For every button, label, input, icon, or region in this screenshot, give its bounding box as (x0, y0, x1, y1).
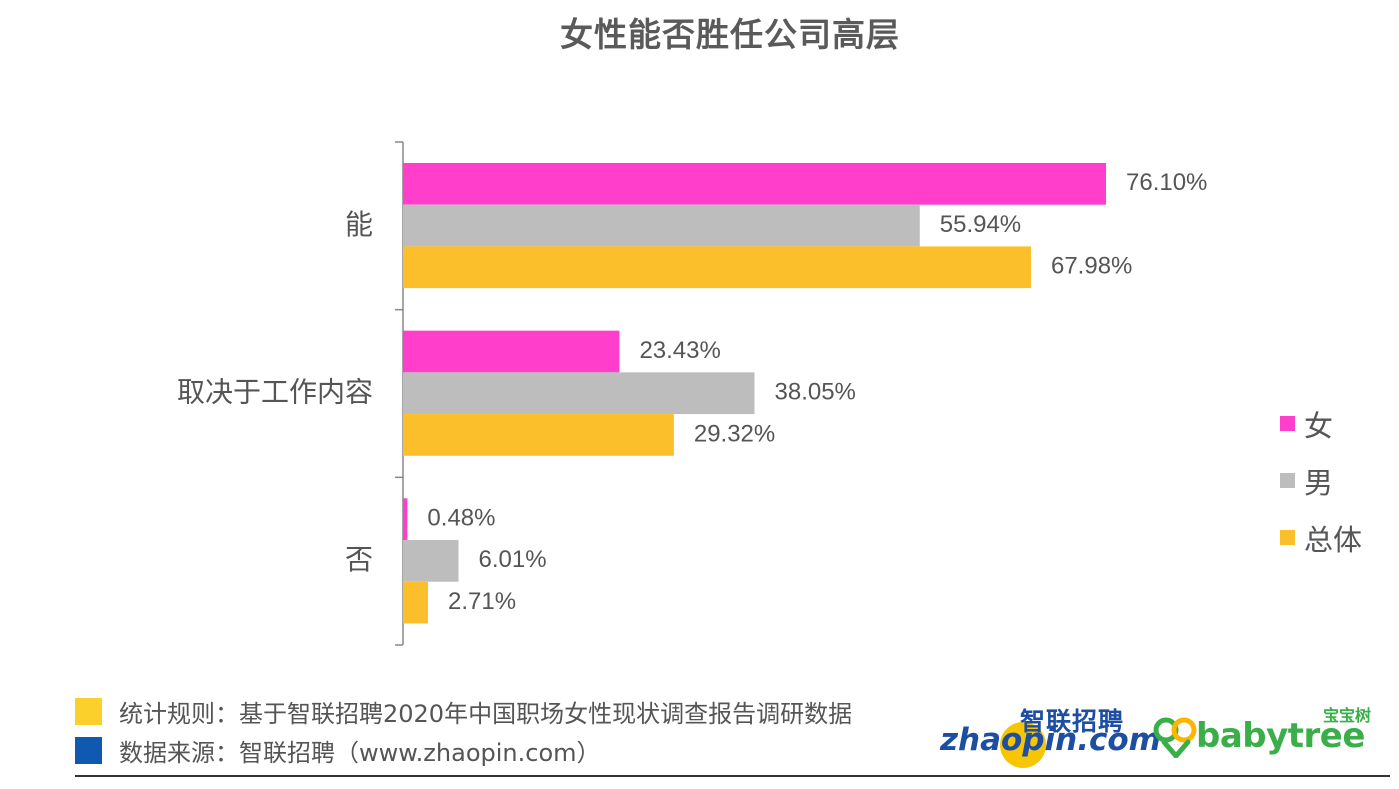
bar (403, 163, 1106, 205)
bar (403, 204, 920, 247)
babytree-logo-en: babytree (1196, 716, 1365, 756)
footnote-source: 数据来源：智联招聘（www.zhaopin.com） (75, 731, 852, 770)
legend-swatch-female (1280, 416, 1295, 431)
legend-item-overall: 总体 (1280, 509, 1362, 566)
footnote-swatch-rule (75, 698, 102, 725)
category-label: 取决于工作内容 (177, 376, 373, 409)
zhaopin-logo-cn: 智联招聘 (1020, 707, 1125, 736)
bar (403, 498, 408, 541)
bar (403, 372, 755, 415)
zhaopin-logo-en: zhaopin.com (940, 722, 1161, 758)
category-label: 能 (345, 208, 373, 241)
bar (403, 581, 429, 624)
footnote-text-rule: 统计规则：基于智联招聘2020年中国职场女性现状调查报告调研数据 (119, 700, 853, 728)
chart-title: 女性能否胜任公司高层 (560, 15, 900, 54)
bar (403, 246, 1031, 289)
data-label: 38.05% (775, 379, 856, 406)
legend-item-male: 男 (1280, 452, 1362, 509)
bar (403, 540, 459, 582)
data-label: 6.01% (479, 546, 547, 573)
babytree-logo-cn: 宝宝树 (1322, 706, 1371, 725)
bar (403, 414, 674, 456)
babytree-logo: 宝宝树 babytree (1152, 702, 1377, 766)
zhaopin-logo: 智联招聘 zhaopin.com (940, 700, 1161, 770)
legend-swatch-overall (1280, 530, 1295, 545)
babytree-heart-icon (1153, 717, 1197, 758)
footnote-rule: 统计规则：基于智联招聘2020年中国职场女性现状调查报告调研数据 (75, 692, 852, 731)
data-label: 2.71% (448, 588, 516, 615)
data-label: 76.10% (1126, 169, 1207, 196)
legend-label-male: 男 (1304, 465, 1334, 500)
data-label: 55.94% (940, 211, 1021, 238)
data-label: 0.48% (427, 505, 495, 532)
footnotes: 统计规则：基于智联招聘2020年中国职场女性现状调查报告调研数据 数据来源：智联… (75, 692, 852, 770)
legend-label-overall: 总体 (1304, 522, 1363, 557)
legend-label-female: 女 (1304, 408, 1334, 443)
bottom-divider (75, 775, 1390, 777)
category-label: 否 (345, 543, 373, 576)
bar (403, 330, 620, 373)
data-label: 67.98% (1051, 253, 1132, 280)
data-label: 23.43% (639, 337, 720, 364)
legend-swatch-male (1280, 473, 1295, 488)
legend-item-female: 女 (1280, 395, 1362, 452)
data-label: 29.32% (694, 420, 775, 447)
footnote-text-source: 数据来源：智联招聘（www.zhaopin.com） (119, 739, 601, 767)
footnote-swatch-source (75, 737, 102, 764)
legend: 女 男 总体 (1280, 395, 1362, 566)
zhaopin-sun-icon (1000, 722, 1046, 768)
